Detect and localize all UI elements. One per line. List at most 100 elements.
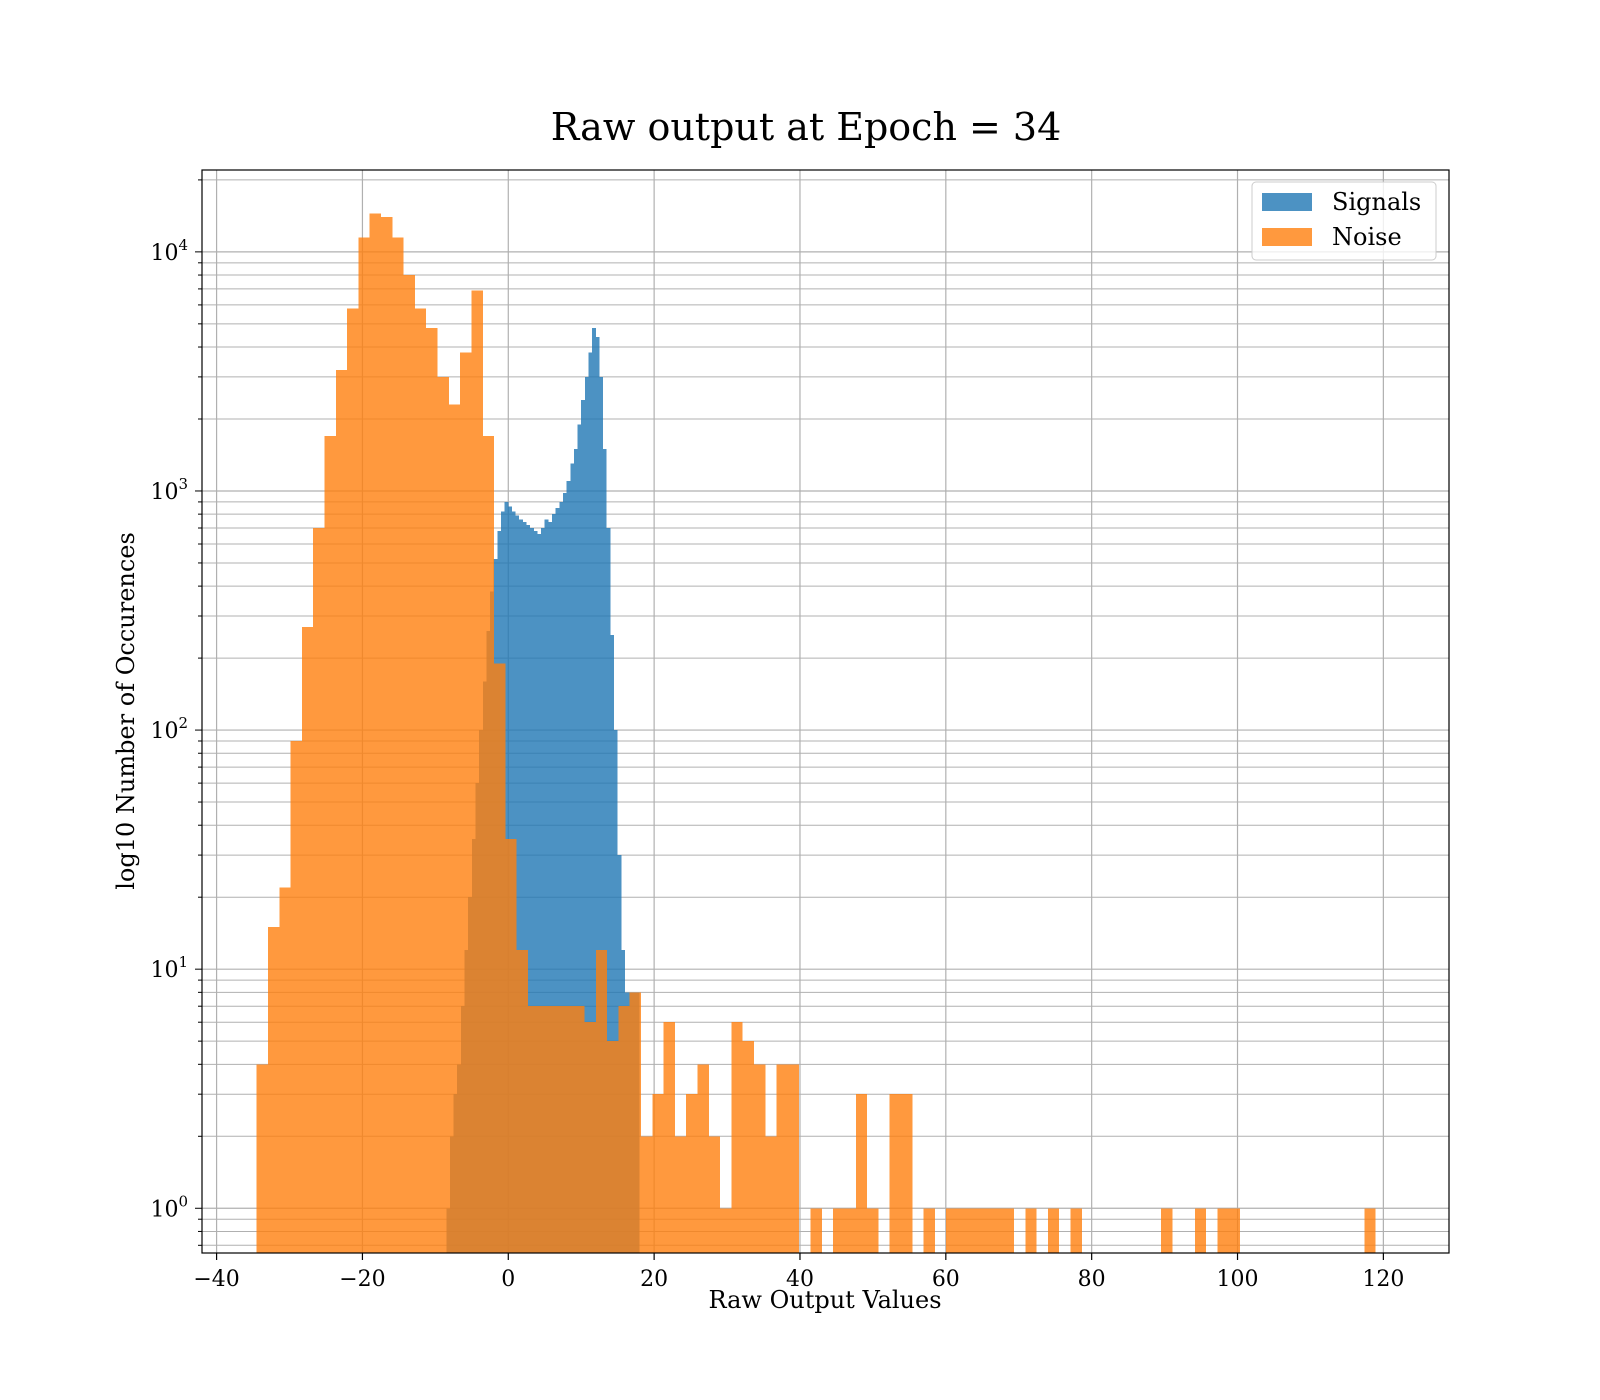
histogram-bar (595, 950, 608, 1253)
histogram-bar (889, 1094, 901, 1253)
histogram-bar (548, 522, 553, 1253)
histogram-bar (641, 1136, 653, 1253)
histogram-bar (629, 992, 642, 1253)
histogram-bar (652, 1094, 664, 1253)
histogram-bar (516, 950, 528, 1253)
histogram-bar (527, 1006, 540, 1253)
histogram-bar (980, 1208, 992, 1253)
histogram-bar (618, 1006, 630, 1253)
histogram-bar (313, 528, 325, 1253)
y-axis-label: log10 Number of Occurences (112, 532, 140, 890)
histogram-bar (674, 1136, 687, 1253)
y-tick-base: 10 (150, 1197, 178, 1222)
histogram-bar (482, 435, 495, 1253)
histogram-bar (599, 376, 604, 1254)
histogram-bar (776, 1064, 788, 1253)
histogram-bar (573, 1006, 585, 1253)
histogram-bar (720, 1208, 732, 1253)
histogram-bar (577, 424, 582, 1254)
y-tick-label: 102 (150, 714, 188, 744)
legend-label-signals: Signals (1332, 188, 1421, 216)
histogram-bar (426, 328, 438, 1253)
histogram-bar (324, 435, 336, 1253)
histogram-bar (1002, 1208, 1015, 1253)
histogram-bar (968, 1208, 981, 1253)
histogram-bar (1025, 1208, 1037, 1253)
histogram-bar (347, 308, 359, 1253)
histogram-bar (742, 1041, 755, 1253)
histogram-bar (460, 352, 472, 1253)
histogram-bar (526, 525, 531, 1253)
legend-swatch-signals (1262, 193, 1312, 211)
grid-lines (202, 170, 1449, 1253)
histogram-bar (515, 515, 520, 1253)
legend: Signals Noise (1251, 181, 1437, 261)
histogram-bar (570, 463, 574, 1253)
histogram-bar (614, 730, 618, 1253)
x-axis-ticks: −40 −20 0 20 40 60 80 100 120 (193, 1253, 1404, 1292)
y-tick-label: 100 (150, 1192, 188, 1222)
histogram-bar (663, 1022, 675, 1253)
y-tick-base: 10 (150, 241, 178, 266)
histogram-bar (844, 1208, 856, 1253)
histogram-bar (697, 1064, 709, 1253)
histogram-bar (957, 1208, 969, 1253)
histogram-bar (787, 1064, 800, 1253)
histogram-bar (539, 1006, 551, 1253)
histogram-bar (267, 927, 280, 1253)
histogram-bar (592, 328, 596, 1253)
series-noise (256, 213, 1376, 1254)
histogram-bar (588, 352, 593, 1253)
histogram-bar (991, 1208, 1003, 1253)
histogram-bar (537, 534, 542, 1253)
histogram-bar (606, 528, 611, 1253)
histogram-bar (595, 337, 600, 1253)
x-tick-label: −40 (193, 1267, 239, 1292)
legend-label-noise: Noise (1332, 223, 1402, 251)
x-tick-label: 120 (1362, 1267, 1404, 1292)
histogram-bar (573, 448, 578, 1253)
histogram-bar (1228, 1208, 1241, 1253)
y-tick-base: 10 (150, 958, 178, 983)
y-tick-base: 10 (150, 480, 178, 505)
y-tick-label: 104 (150, 236, 188, 266)
histogram-bar (541, 528, 545, 1253)
histogram-bar (946, 1208, 958, 1253)
histogram-bar (562, 493, 567, 1253)
histogram-bar (566, 481, 571, 1253)
chart-title: Raw output at Epoch = 34 (551, 105, 1062, 149)
histogram-bar (392, 237, 404, 1254)
histogram-bar (765, 1136, 777, 1253)
histogram-bar (550, 1006, 562, 1253)
y-tick-label: 103 (150, 475, 188, 505)
histogram-bar (290, 741, 302, 1253)
histogram-bar (923, 1208, 935, 1253)
histogram-bar (855, 1094, 868, 1253)
x-tick-label: 60 (932, 1267, 960, 1292)
histogram-bar (555, 507, 560, 1253)
x-tick-label: 80 (1078, 1267, 1106, 1292)
y-tick-exponent: 2 (178, 714, 188, 732)
histogram-bar (494, 663, 506, 1253)
histogram-bar (530, 528, 534, 1253)
y-tick-exponent: 3 (178, 475, 188, 493)
histogram-bar (607, 1041, 619, 1253)
histogram-bar (810, 1208, 822, 1253)
histogram-bar (358, 237, 370, 1254)
x-tick-label: −20 (339, 1267, 385, 1292)
histogram-bar (381, 216, 393, 1253)
histogram-bar (522, 522, 527, 1253)
x-tick-label: 20 (640, 1267, 668, 1292)
bars (256, 213, 1376, 1254)
histogram-bar (584, 376, 589, 1254)
histogram-bar (833, 1208, 845, 1253)
histogram-bar (1194, 1208, 1207, 1253)
histogram-bar (731, 1022, 743, 1253)
histogram-bar (414, 308, 427, 1253)
histogram-bar (1160, 1208, 1173, 1253)
histogram-bar (1217, 1208, 1229, 1253)
histogram-bar (584, 1022, 596, 1253)
y-tick-label: 101 (150, 953, 188, 983)
